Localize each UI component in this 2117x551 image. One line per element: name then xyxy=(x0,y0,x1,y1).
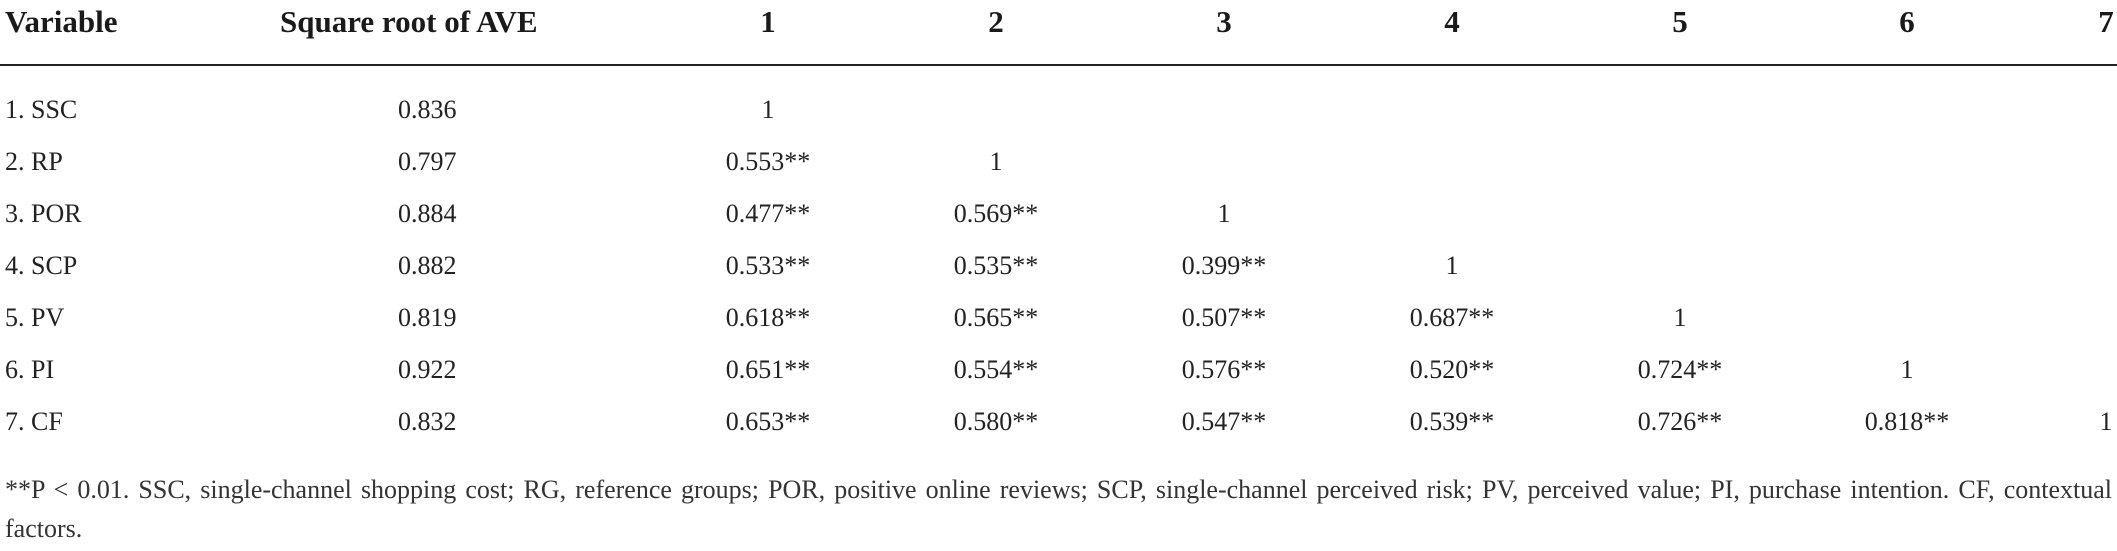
cell-col-7: 1 xyxy=(2099,407,2113,436)
table-row: 2. RP 0.797 0.553** 1 xyxy=(0,137,2117,187)
header-col-4: 4 xyxy=(1444,4,1460,39)
header-col-6: 6 xyxy=(1899,4,1915,39)
table-footnote: **P < 0.01. SSC, single-channel shopping… xyxy=(5,475,2112,543)
row-variable: 3. POR xyxy=(5,199,82,228)
row-ave: 0.882 xyxy=(398,251,457,280)
row-variable: 6. PI xyxy=(5,355,55,384)
cell-col-5: 1 xyxy=(1673,303,1687,332)
cell-col-3: 1 xyxy=(1217,199,1231,228)
cell-col-2: 0.565** xyxy=(953,303,1039,332)
row-ave: 0.832 xyxy=(398,407,457,436)
header-col-5: 5 xyxy=(1672,4,1688,39)
cell-col-4: 0.520** xyxy=(1409,355,1495,384)
cell-col-1: 0.477** xyxy=(725,199,811,228)
table-row: 3. POR 0.884 0.477** 0.569** 1 xyxy=(0,189,2117,239)
row-variable: 1. SSC xyxy=(5,95,78,124)
header-rule xyxy=(0,64,2117,66)
cell-col-2: 0.580** xyxy=(953,407,1039,436)
cell-col-1: 1 xyxy=(761,95,775,124)
cell-col-6: 1 xyxy=(1900,355,1914,384)
cell-col-2: 1 xyxy=(989,147,1003,176)
row-variable: 4. SCP xyxy=(5,251,78,280)
table-row: 7. CF 0.832 0.653** 0.580** 0.547** 0.53… xyxy=(0,397,2117,447)
header-ave: Square root of AVE xyxy=(280,4,538,39)
row-variable: 2. RP xyxy=(5,147,63,176)
cell-col-2: 0.554** xyxy=(953,355,1039,384)
header-col-3: 3 xyxy=(1216,4,1232,39)
cell-col-5: 0.726** xyxy=(1637,407,1723,436)
cell-col-1: 0.533** xyxy=(725,251,811,280)
row-variable: 7. CF xyxy=(5,407,63,436)
cell-col-1: 0.553** xyxy=(725,147,811,176)
cell-col-3: 0.399** xyxy=(1181,251,1267,280)
cell-col-2: 0.535** xyxy=(953,251,1039,280)
cell-col-3: 0.547** xyxy=(1181,407,1267,436)
row-ave: 0.797 xyxy=(398,147,457,176)
cell-col-4: 1 xyxy=(1445,251,1459,280)
row-ave: 0.836 xyxy=(398,95,457,124)
row-ave: 0.819 xyxy=(398,303,457,332)
cell-col-5: 0.724** xyxy=(1637,355,1723,384)
table-row: 6. PI 0.922 0.651** 0.554** 0.576** 0.52… xyxy=(0,345,2117,395)
cell-col-6: 0.818** xyxy=(1864,407,1950,436)
row-ave: 0.922 xyxy=(398,355,457,384)
row-variable: 5. PV xyxy=(5,303,65,332)
header-col-2: 2 xyxy=(988,4,1004,39)
cell-col-2: 0.569** xyxy=(953,199,1039,228)
table-row: 5. PV 0.819 0.618** 0.565** 0.507** 0.68… xyxy=(0,293,2117,343)
cell-col-1: 0.651** xyxy=(725,355,811,384)
row-ave: 0.884 xyxy=(398,199,457,228)
header-col-7: 7 xyxy=(2098,4,2114,39)
header-col-1: 1 xyxy=(760,4,776,39)
cell-col-4: 0.687** xyxy=(1409,303,1495,332)
header-variable: Variable xyxy=(5,4,118,39)
cell-col-1: 0.653** xyxy=(725,407,811,436)
cell-col-1: 0.618** xyxy=(725,303,811,332)
cell-col-3: 0.576** xyxy=(1181,355,1267,384)
table-row: 4. SCP 0.882 0.533** 0.535** 0.399** 1 xyxy=(0,241,2117,291)
table-row: 1. SSC 0.836 1 xyxy=(0,85,2117,135)
cell-col-4: 0.539** xyxy=(1409,407,1495,436)
cell-col-3: 0.507** xyxy=(1181,303,1267,332)
